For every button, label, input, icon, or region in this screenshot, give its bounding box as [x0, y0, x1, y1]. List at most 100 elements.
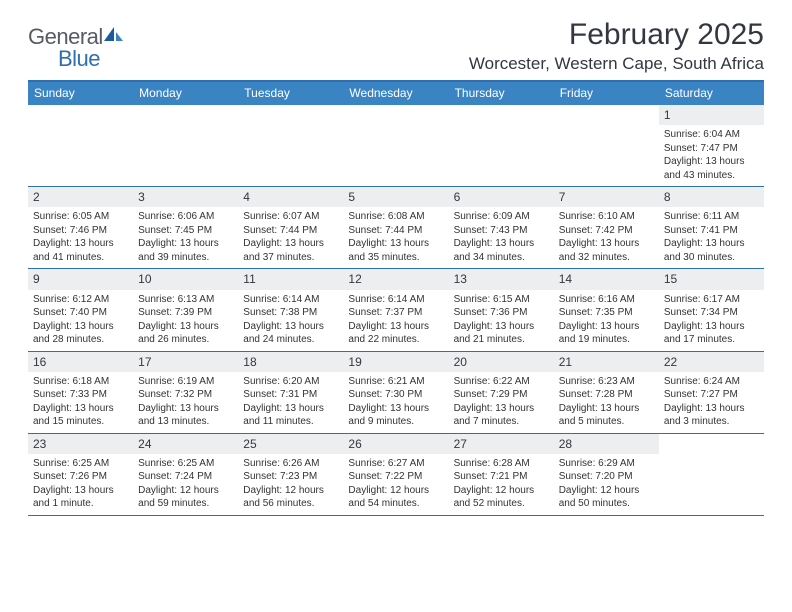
sunset-text: Sunset: 7:34 PM — [664, 306, 759, 320]
sunrise-text: Sunrise: 6:14 AM — [243, 293, 338, 307]
daylight-text: and 22 minutes. — [348, 333, 443, 347]
sunrise-text: Sunrise: 6:16 AM — [559, 293, 654, 307]
daylight-text: Daylight: 13 hours — [243, 237, 338, 251]
sunset-text: Sunset: 7:24 PM — [138, 470, 233, 484]
week-row: 2Sunrise: 6:05 AMSunset: 7:46 PMDaylight… — [28, 187, 764, 269]
sunset-text: Sunset: 7:28 PM — [559, 388, 654, 402]
weekday-header: Sunday — [28, 82, 133, 105]
daylight-text: Daylight: 13 hours — [559, 402, 654, 416]
sunrise-text: Sunrise: 6:23 AM — [559, 375, 654, 389]
daylight-text: Daylight: 13 hours — [243, 402, 338, 416]
sunrise-text: Sunrise: 6:06 AM — [138, 210, 233, 224]
sunrise-text: Sunrise: 6:05 AM — [33, 210, 128, 224]
day-number: 8 — [659, 187, 764, 207]
sunrise-text: Sunrise: 6:07 AM — [243, 210, 338, 224]
sunset-text: Sunset: 7:29 PM — [454, 388, 549, 402]
day-cell — [133, 105, 238, 186]
day-cell: 13Sunrise: 6:15 AMSunset: 7:36 PMDayligh… — [449, 269, 554, 350]
daylight-text: Daylight: 12 hours — [559, 484, 654, 498]
sunrise-text: Sunrise: 6:28 AM — [454, 457, 549, 471]
sunset-text: Sunset: 7:39 PM — [138, 306, 233, 320]
day-number: 7 — [554, 187, 659, 207]
daylight-text: Daylight: 13 hours — [33, 402, 128, 416]
weekday-header: Tuesday — [238, 82, 343, 105]
sunset-text: Sunset: 7:44 PM — [243, 224, 338, 238]
day-number: 18 — [238, 352, 343, 372]
day-number: 5 — [343, 187, 448, 207]
sunrise-text: Sunrise: 6:18 AM — [33, 375, 128, 389]
day-cell: 4Sunrise: 6:07 AMSunset: 7:44 PMDaylight… — [238, 187, 343, 268]
day-number: 21 — [554, 352, 659, 372]
sunset-text: Sunset: 7:46 PM — [33, 224, 128, 238]
sunset-text: Sunset: 7:38 PM — [243, 306, 338, 320]
sunset-text: Sunset: 7:44 PM — [348, 224, 443, 238]
daylight-text: and 1 minute. — [33, 497, 128, 511]
page-header: GeneralBlue February 2025 Worcester, Wes… — [28, 18, 764, 74]
sunset-text: Sunset: 7:20 PM — [559, 470, 654, 484]
logo-text-blue: Blue — [58, 46, 100, 72]
daylight-text: and 37 minutes. — [243, 251, 338, 265]
day-cell: 25Sunrise: 6:26 AMSunset: 7:23 PMDayligh… — [238, 434, 343, 515]
sunset-text: Sunset: 7:43 PM — [454, 224, 549, 238]
week-row: 9Sunrise: 6:12 AMSunset: 7:40 PMDaylight… — [28, 269, 764, 351]
day-cell — [238, 105, 343, 186]
daylight-text: Daylight: 13 hours — [664, 237, 759, 251]
day-number: 11 — [238, 269, 343, 289]
daylight-text: and 52 minutes. — [454, 497, 549, 511]
sunset-text: Sunset: 7:27 PM — [664, 388, 759, 402]
day-cell: 11Sunrise: 6:14 AMSunset: 7:38 PMDayligh… — [238, 269, 343, 350]
sunrise-text: Sunrise: 6:04 AM — [664, 128, 759, 142]
day-number: 14 — [554, 269, 659, 289]
daylight-text: and 28 minutes. — [33, 333, 128, 347]
sunset-text: Sunset: 7:26 PM — [33, 470, 128, 484]
daylight-text: and 50 minutes. — [559, 497, 654, 511]
day-number: 19 — [343, 352, 448, 372]
day-cell: 21 Sunrise: 6:23 AMSunset: 7:28 PMDayligh… — [554, 352, 659, 433]
logo-sail-icon — [104, 27, 124, 48]
daylight-text: Daylight: 13 hours — [348, 402, 443, 416]
day-number: 16 — [28, 352, 133, 372]
day-cell: 1Sunrise: 6:04 AMSunset: 7:47 PMDaylight… — [659, 105, 764, 186]
day-cell — [449, 105, 554, 186]
day-number: 3 — [133, 187, 238, 207]
day-cell: 18Sunrise: 6:20 AMSunset: 7:31 PMDayligh… — [238, 352, 343, 433]
sunset-text: Sunset: 7:40 PM — [33, 306, 128, 320]
day-cell: 28Sunrise: 6:29 AMSunset: 7:20 PMDayligh… — [554, 434, 659, 515]
weekday-header: Monday — [133, 82, 238, 105]
day-cell — [554, 105, 659, 186]
day-number: 13 — [449, 269, 554, 289]
day-cell: 26Sunrise: 6:27 AMSunset: 7:22 PMDayligh… — [343, 434, 448, 515]
calendar-grid: SundayMondayTuesdayWednesdayThursdayFrid… — [28, 80, 764, 516]
day-number: 24 — [133, 434, 238, 454]
sunset-text: Sunset: 7:37 PM — [348, 306, 443, 320]
daylight-text: and 43 minutes. — [664, 169, 759, 183]
sunset-text: Sunset: 7:41 PM — [664, 224, 759, 238]
daylight-text: and 9 minutes. — [348, 415, 443, 429]
daylight-text: and 15 minutes. — [33, 415, 128, 429]
day-cell: 24Sunrise: 6:25 AMSunset: 7:24 PMDayligh… — [133, 434, 238, 515]
sunrise-text: Sunrise: 6:17 AM — [664, 293, 759, 307]
daylight-text: Daylight: 13 hours — [664, 155, 759, 169]
sunrise-text: Sunrise: 6:14 AM — [348, 293, 443, 307]
daylight-text: and 34 minutes. — [454, 251, 549, 265]
daylight-text: and 21 minutes. — [454, 333, 549, 347]
day-cell: 6Sunrise: 6:09 AMSunset: 7:43 PMDaylight… — [449, 187, 554, 268]
sunrise-text: Sunrise: 6:29 AM — [559, 457, 654, 471]
day-number: 22 — [659, 352, 764, 372]
day-number: 12 — [343, 269, 448, 289]
daylight-text: and 24 minutes. — [243, 333, 338, 347]
sunrise-text: Sunrise: 6:10 AM — [559, 210, 654, 224]
daylight-text: and 41 minutes. — [33, 251, 128, 265]
week-row: 1Sunrise: 6:04 AMSunset: 7:47 PMDaylight… — [28, 105, 764, 187]
sunrise-text: Sunrise: 6:26 AM — [243, 457, 338, 471]
daylight-text: and 11 minutes. — [243, 415, 338, 429]
daylight-text: Daylight: 13 hours — [33, 484, 128, 498]
sunset-text: Sunset: 7:31 PM — [243, 388, 338, 402]
day-number: 1 — [659, 105, 764, 125]
daylight-text: and 30 minutes. — [664, 251, 759, 265]
sunrise-text: Sunrise: 6:12 AM — [33, 293, 128, 307]
day-cell: 8Sunrise: 6:11 AMSunset: 7:41 PMDaylight… — [659, 187, 764, 268]
week-row: 16Sunrise: 6:18 AMSunset: 7:33 PMDayligh… — [28, 352, 764, 434]
day-cell: 10Sunrise: 6:13 AMSunset: 7:39 PMDayligh… — [133, 269, 238, 350]
sunrise-text: Sunrise: 6:25 AM — [33, 457, 128, 471]
